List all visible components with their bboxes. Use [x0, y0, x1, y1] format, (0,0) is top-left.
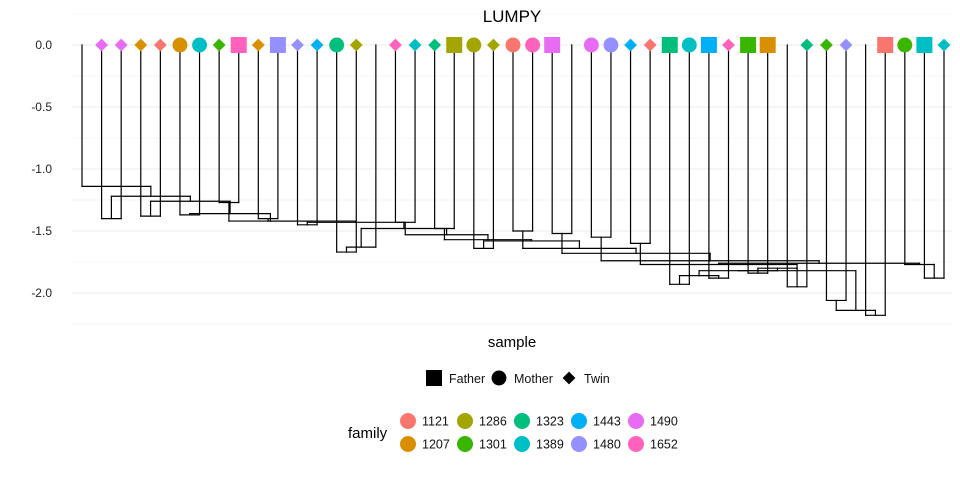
leaf-circle-marker — [172, 37, 188, 53]
family-legend-key — [514, 436, 530, 452]
family-legend-key — [628, 413, 644, 429]
leaf-square-marker — [916, 37, 933, 53]
leaf-circle-marker — [192, 37, 207, 53]
family-legend-label: 1207 — [422, 438, 450, 452]
leaf-diamond-marker — [408, 38, 422, 52]
leaf-diamond-marker — [134, 38, 148, 52]
family-legend-label: 1443 — [593, 415, 621, 429]
leaf-circle-marker — [583, 37, 599, 53]
leaf-square-marker — [740, 37, 757, 53]
leaf-square-marker — [759, 37, 776, 53]
family-legend-title: family — [348, 425, 388, 442]
y-axis-ticks: 0.0 -0.5 -1.0 -1.5 -2.0 — [31, 38, 52, 300]
family-legend-key — [400, 436, 416, 452]
family-legend-key — [514, 413, 530, 429]
leaf-diamond-marker — [114, 38, 128, 52]
leaf-diamond-marker — [839, 38, 853, 52]
leaf-diamond-marker — [389, 38, 402, 52]
x-axis-title: sample — [488, 334, 536, 351]
family-legend-key — [571, 436, 587, 452]
leaf-diamond-marker — [310, 38, 324, 52]
leaf-diamond-marker — [349, 38, 363, 52]
leaf-diamond-marker — [487, 38, 500, 52]
family-legend-key — [571, 413, 587, 429]
family-legend: family 1121 1207 1286 1301 1323 1389 1443 1480 1… — [348, 413, 678, 452]
y-tick-label: -0.5 — [31, 100, 52, 114]
shape-legend-label: Twin — [584, 372, 610, 386]
leaf-diamond-marker — [212, 38, 226, 52]
leaf-diamond-marker — [251, 38, 265, 52]
leaf-diamond-marker — [153, 38, 167, 52]
y-tick-label: -2.0 — [31, 286, 52, 300]
leaf-square-marker — [230, 37, 247, 53]
leaf-diamond-marker — [722, 38, 735, 52]
family-legend-label: 1301 — [479, 438, 507, 452]
family-legend-label: 1121 — [422, 415, 449, 429]
leaf-diamond-marker — [643, 38, 657, 52]
leaf-square-marker — [446, 37, 463, 53]
leaf-diamond-marker — [937, 38, 951, 52]
leaf-diamond-marker — [800, 38, 814, 52]
family-legend-key — [400, 413, 416, 429]
leaf-square-marker — [269, 37, 286, 53]
leaf-markers — [95, 37, 951, 53]
family-legend-label: 1389 — [536, 438, 564, 452]
shape-legend-circle-key — [491, 370, 507, 386]
family-legend-label: 1652 — [650, 438, 678, 452]
leaf-diamond-marker — [624, 38, 637, 52]
family-legend-key — [457, 413, 473, 429]
leaf-square-marker — [544, 37, 561, 53]
leaf-circle-marker — [525, 37, 541, 53]
shape-legend-label: Father — [449, 372, 485, 386]
leaf-circle-marker — [329, 37, 345, 53]
shape-legend-square-key — [426, 370, 442, 386]
leaf-circle-marker — [603, 37, 619, 53]
leaf-diamond-marker — [95, 38, 108, 52]
shape-legend-diamond-key — [562, 371, 576, 385]
leaf-square-marker — [700, 37, 717, 53]
y-tick-label: -1.0 — [31, 162, 52, 176]
leaf-circle-marker — [505, 37, 521, 53]
y-tick-label: 0.0 — [35, 38, 52, 52]
shape-legend-label: Mother — [514, 372, 553, 386]
leaf-square-marker — [661, 37, 678, 53]
leaf-circle-marker — [897, 37, 913, 53]
leaf-diamond-marker — [428, 38, 442, 52]
dendrogram-branches — [81, 44, 945, 316]
family-legend-key — [628, 436, 644, 452]
shape-legend: Father Mother Twin — [426, 370, 610, 386]
family-legend-label: 1480 — [593, 438, 621, 452]
leaf-circle-marker — [681, 37, 697, 53]
grid-lines — [72, 13, 952, 325]
family-legend-label: 1323 — [536, 415, 564, 429]
family-legend-key — [457, 436, 473, 452]
leaf-diamond-marker — [820, 38, 833, 52]
y-tick-label: -1.5 — [31, 224, 52, 238]
family-legend-label: 1286 — [479, 415, 507, 429]
leaf-diamond-marker — [291, 38, 304, 52]
family-legend-label: 1490 — [650, 415, 678, 429]
leaf-circle-marker — [466, 37, 482, 53]
leaf-square-marker — [877, 37, 894, 53]
chart-title: LUMPY — [483, 7, 542, 26]
